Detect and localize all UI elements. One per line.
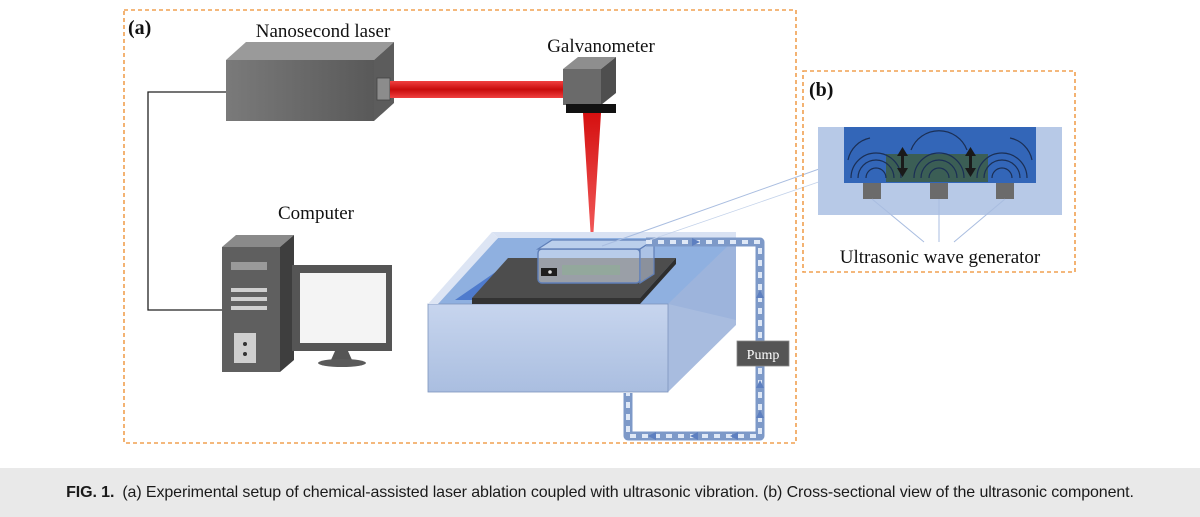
circulation-pipe [623,237,765,441]
zoom-connector-lower [601,162,837,247]
laser-beam-vertical [583,113,601,240]
zoom-connector-upper [649,175,837,241]
galvanometer-icon [563,57,616,113]
computer-tower-icon [222,235,294,372]
pump-icon [736,340,790,367]
panel-b-label: (b) [809,79,833,101]
laser-device-icon [226,42,394,121]
panel-b-frame [802,70,1076,273]
setup-diagram: (a) Nanosecond laser Galvanometer Comput… [123,9,1076,444]
generator-pointer-lines [871,198,1006,243]
galvo-label: Galvanometer [547,36,655,57]
laser-label: Nanosecond laser [256,21,391,42]
monitor-icon [292,265,392,367]
panel-a-frame [123,9,797,444]
laser-beam-horizontal [390,81,568,98]
laser-computer-cable [147,91,226,311]
generator-label: Ultrasonic wave generator [840,247,1041,268]
flow-arrow-icon [648,238,764,440]
computer-label: Computer [278,203,355,224]
caption-figure-label: FIG. 1. [66,483,115,501]
vibration-arrow-icon [897,147,976,177]
panel-a-label: (a) [128,17,151,39]
ultrasonic-cross-section [818,127,1062,215]
sample-cell [535,238,657,285]
figure-caption: FIG. 1. (a) Experimental setup of chemic… [0,468,1200,517]
caption-text: (a) Experimental setup of chemical-assis… [122,483,1134,501]
pump-label: Pump [747,348,780,363]
